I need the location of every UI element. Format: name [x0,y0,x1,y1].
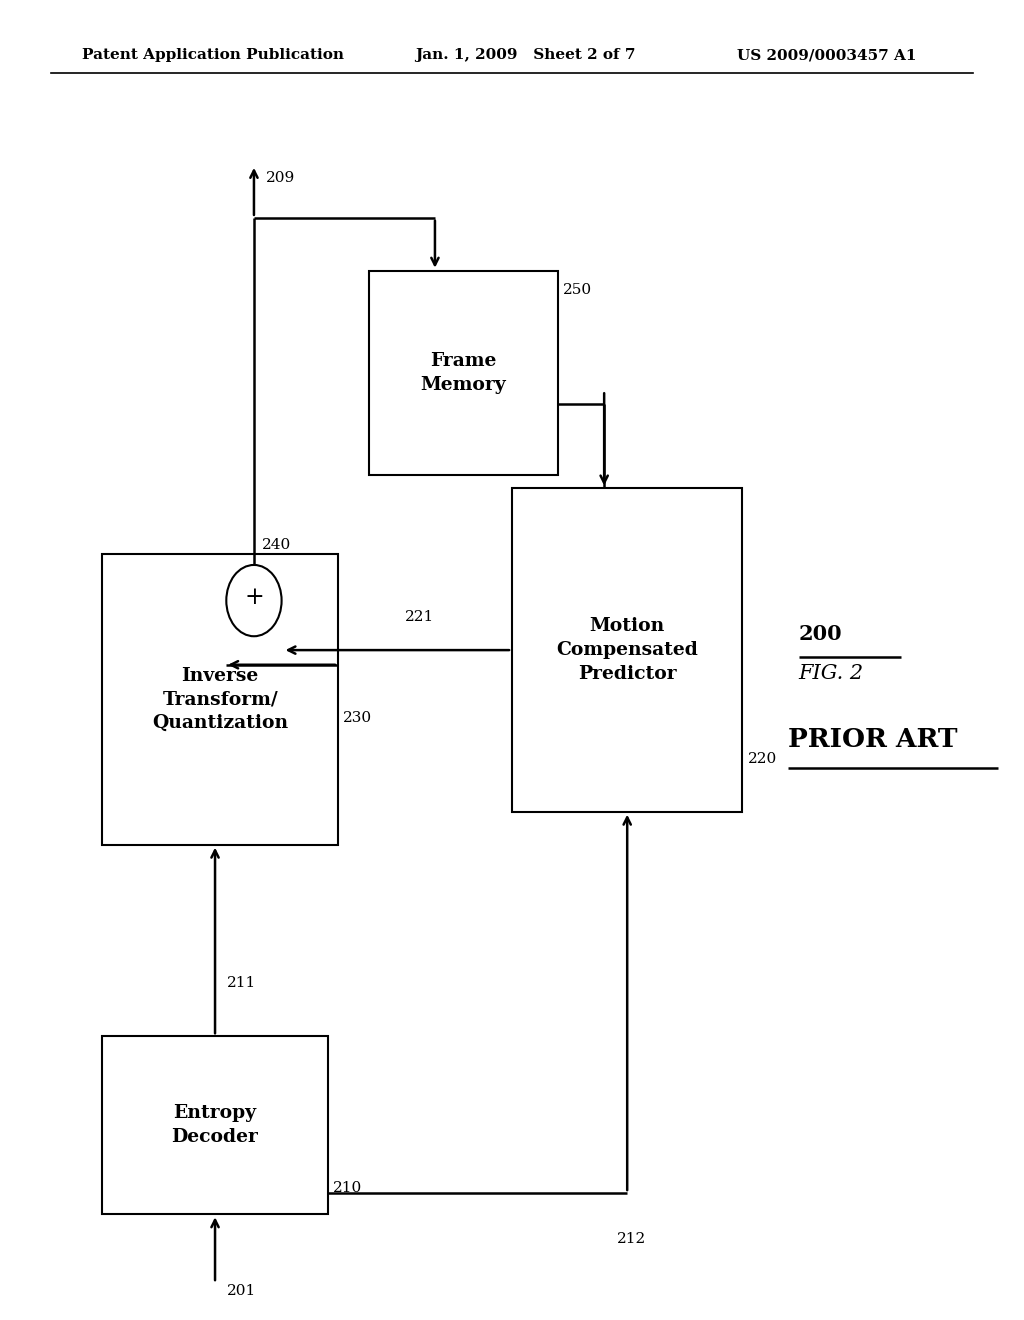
Bar [512,488,742,812]
Text: Inverse
Transform/
Quantization: Inverse Transform/ Quantization [153,667,288,733]
Text: 201: 201 [227,1284,257,1298]
Text: +: + [244,586,264,610]
Text: Jan. 1, 2009   Sheet 2 of 7: Jan. 1, 2009 Sheet 2 of 7 [415,49,635,62]
Text: US 2009/0003457 A1: US 2009/0003457 A1 [737,49,916,62]
Text: 240: 240 [262,539,292,552]
Text: Entropy
Decoder: Entropy Decoder [172,1105,258,1146]
Bar [102,1036,328,1214]
Text: 220: 220 [748,752,777,766]
Text: 212: 212 [616,1232,646,1246]
Text: FIG. 2: FIG. 2 [799,664,864,682]
Text: Patent Application Publication: Patent Application Publication [82,49,344,62]
Text: 200: 200 [799,623,843,644]
Text: Frame
Memory: Frame Memory [421,352,506,393]
Bar [102,554,338,845]
Text: 210: 210 [333,1181,362,1195]
Text: 221: 221 [404,610,434,624]
Text: Motion
Compensated
Predictor: Motion Compensated Predictor [556,618,698,682]
Bar [369,271,558,475]
Text: 250: 250 [563,284,592,297]
Text: PRIOR ART: PRIOR ART [788,727,958,751]
Text: 211: 211 [227,977,257,990]
Text: 209: 209 [266,172,296,185]
Text: 230: 230 [343,710,372,725]
